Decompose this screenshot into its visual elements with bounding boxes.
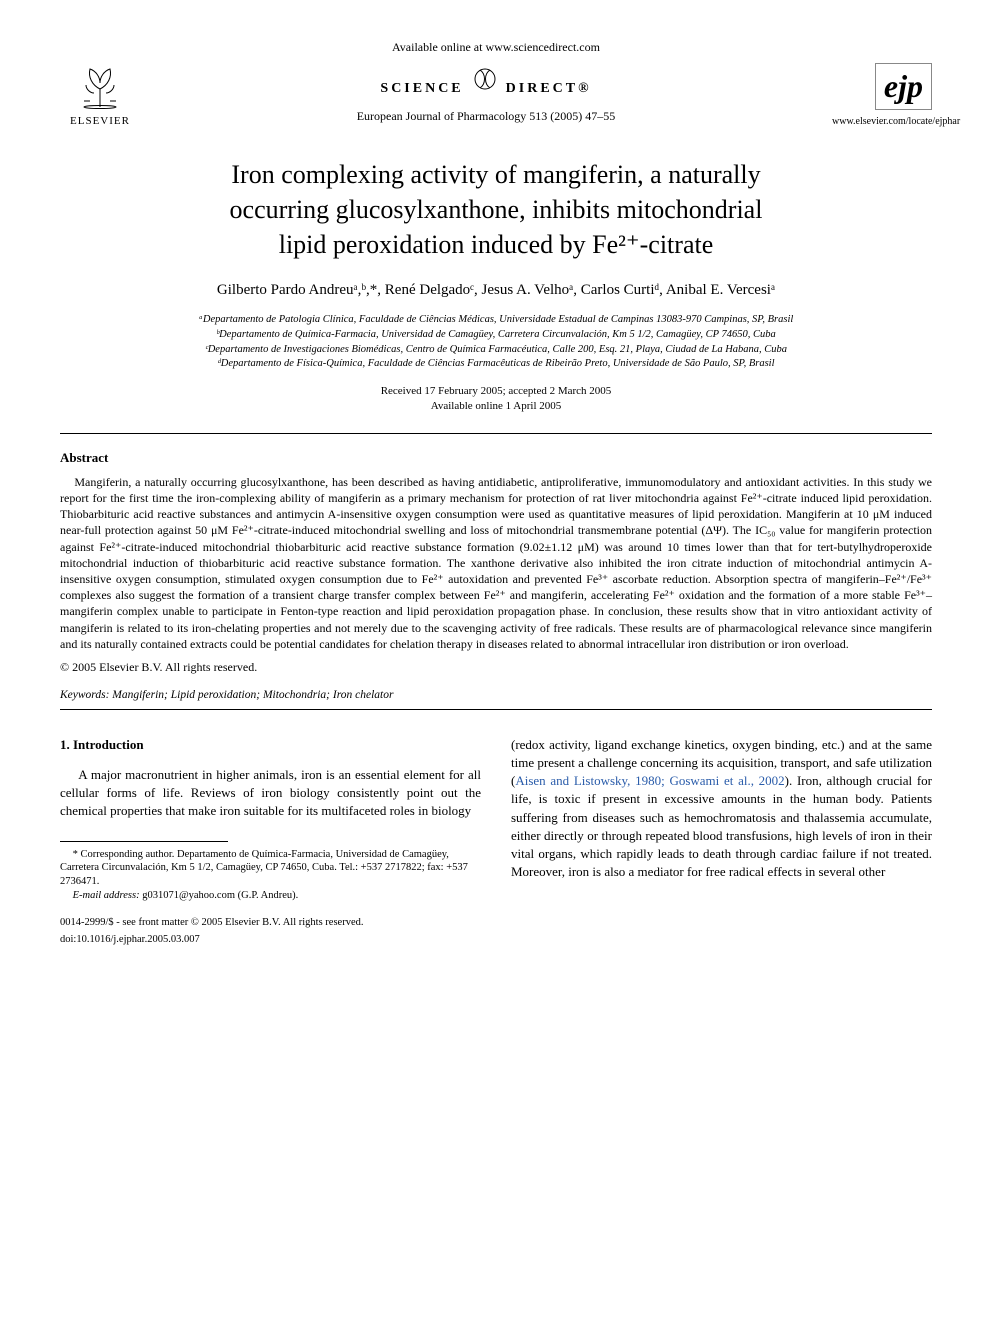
ejp-logo-block: ejp www.elsevier.com/locate/ejphar (832, 63, 932, 127)
keywords-line: Keywords: Mangiferin; Lipid peroxidation… (60, 689, 932, 701)
elsevier-tree-icon (60, 63, 140, 115)
affiliation-c: ᶜDepartamento de Investigaciones Biomédi… (60, 343, 932, 358)
column-right: (redox activity, ligand exchange kinetic… (511, 736, 932, 948)
journal-reference: European Journal of Pharmacology 513 (20… (140, 109, 832, 124)
received-accepted-date: Received 17 February 2005; accepted 2 Ma… (60, 384, 932, 399)
separator-top (60, 433, 932, 434)
affiliation-a: ᵃDepartamento de Patologia Clínica, Facu… (60, 313, 932, 328)
affiliation-b: ᵇDepartamento de Química-Farmacia, Unive… (60, 328, 932, 343)
column-left: 1. Introduction A major macronutrient in… (60, 736, 481, 948)
available-online-line: Available online at www.sciencedirect.co… (60, 40, 932, 55)
sd-swirl-icon (472, 66, 498, 97)
sciencedirect-logo: SCIENCE DIRECT® (140, 66, 832, 97)
title-line-1: Iron complexing activity of mangiferin, … (231, 160, 760, 189)
footnote-separator (60, 841, 228, 842)
email-value: g031071@yahoo.com (G.P. Andreu). (140, 890, 299, 901)
email-footnote: E-mail address: g031071@yahoo.com (G.P. … (60, 889, 481, 903)
article-title: Iron complexing activity of mangiferin, … (120, 157, 872, 262)
ejp-box: ejp (875, 63, 932, 110)
title-line-3: lipid peroxidation induced by Fe²⁺-citra… (279, 230, 714, 259)
keywords-text: Mangiferin; Lipid peroxidation; Mitochon… (109, 689, 393, 701)
two-column-body: 1. Introduction A major macronutrient in… (60, 736, 932, 948)
separator-bottom (60, 709, 932, 710)
col2-text-part2: ). Iron, although crucial for life, is t… (511, 773, 932, 879)
citation-aisen-goswami[interactable]: Aisen and Listowsky, 1980; Goswami et al… (515, 773, 784, 788)
email-label: E-mail address: (73, 890, 140, 901)
center-header: SCIENCE DIRECT® European Journal of Phar… (140, 66, 832, 124)
affiliations: ᵃDepartamento de Patologia Clínica, Facu… (60, 313, 932, 372)
section-1-heading: 1. Introduction (60, 736, 481, 754)
footer-doi-line: doi:10.1016/j.ejphar.2005.03.007 (60, 933, 481, 948)
abstract-heading: Abstract (60, 450, 932, 466)
abstract-copyright: © 2005 Elsevier B.V. All rights reserved… (60, 660, 932, 675)
abstract-body: Mangiferin, a naturally occurring glucos… (60, 474, 932, 652)
authors-line: Gilberto Pardo Andreuᵃ,ᵇ,*, René Delgado… (60, 282, 932, 299)
affiliation-d: ᵈDepartamento de Física-Química, Faculda… (60, 357, 932, 372)
available-online-date: Available online 1 April 2005 (60, 399, 932, 414)
intro-para-col2: (redox activity, ligand exchange kinetic… (511, 736, 932, 882)
keywords-label: Keywords: (60, 689, 109, 701)
sciencedirect-suffix: DIRECT® (506, 81, 592, 96)
corresponding-author-footnote: * Corresponding author. Departamento de … (60, 848, 481, 889)
elsevier-text: ELSEVIER (60, 115, 140, 127)
sciencedirect-word: SCIENCE (380, 81, 463, 96)
intro-para-col1: A major macronutrient in higher animals,… (60, 766, 481, 821)
footer-issn-line: 0014-2999/$ - see front matter © 2005 El… (60, 916, 481, 931)
header-row: ELSEVIER SCIENCE DIRECT® European Journa… (60, 63, 932, 127)
elsevier-logo: ELSEVIER (60, 63, 140, 127)
footnote-block: * Corresponding author. Departamento de … (60, 848, 481, 903)
ejp-url: www.elsevier.com/locate/ejphar (832, 116, 932, 127)
title-line-2: occurring glucosylxanthone, inhibits mit… (230, 195, 763, 224)
article-dates: Received 17 February 2005; accepted 2 Ma… (60, 384, 932, 415)
